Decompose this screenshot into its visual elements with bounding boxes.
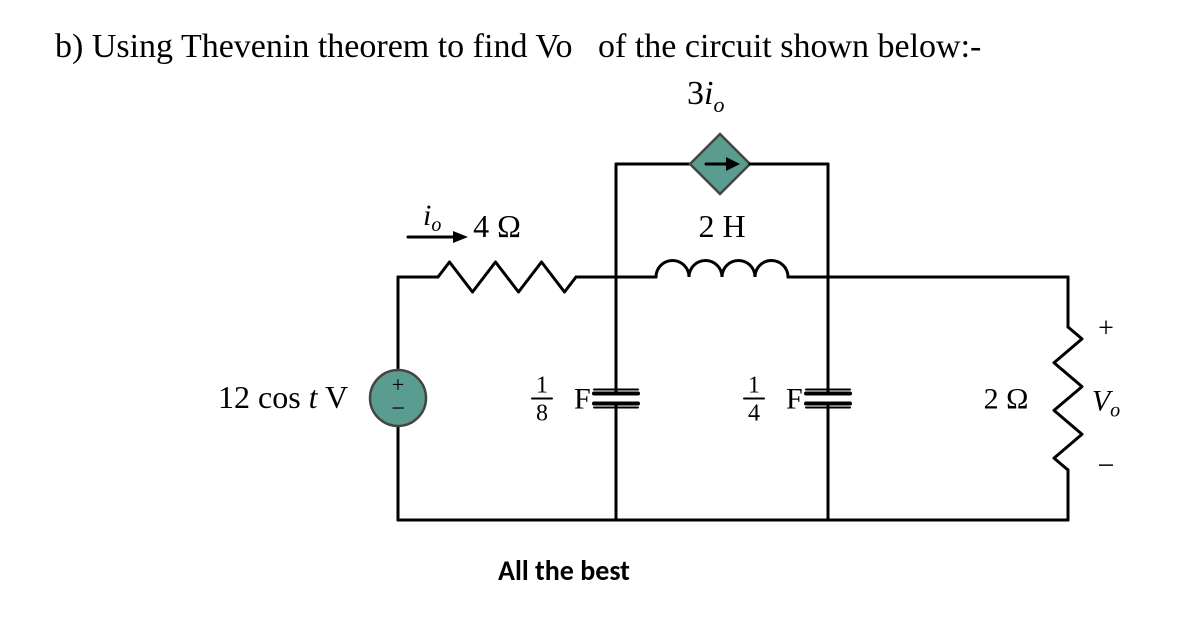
svg-text:8: 8: [536, 401, 548, 427]
svg-text:+: +: [392, 372, 404, 397]
svg-text:io: io: [423, 199, 441, 236]
svg-text:12 cos t V: 12 cos t V: [218, 379, 348, 415]
svg-text:1: 1: [536, 373, 548, 399]
circuit-diagram: +−12 cos t Vio4 Ω2 H18F14F2 Ω+Vo−: [0, 0, 1200, 617]
svg-text:F: F: [786, 383, 803, 416]
svg-text:−: −: [391, 396, 405, 422]
svg-text:−: −: [1098, 449, 1115, 482]
svg-text:2 Ω: 2 Ω: [984, 383, 1029, 416]
svg-text:+: +: [1098, 313, 1114, 344]
svg-text:F: F: [574, 383, 591, 416]
svg-text:1: 1: [748, 373, 760, 399]
svg-text:4: 4: [748, 401, 760, 427]
svg-text:Vo: Vo: [1092, 385, 1120, 422]
svg-text:2 H: 2 H: [698, 208, 745, 244]
svg-text:4 Ω: 4 Ω: [473, 208, 521, 244]
